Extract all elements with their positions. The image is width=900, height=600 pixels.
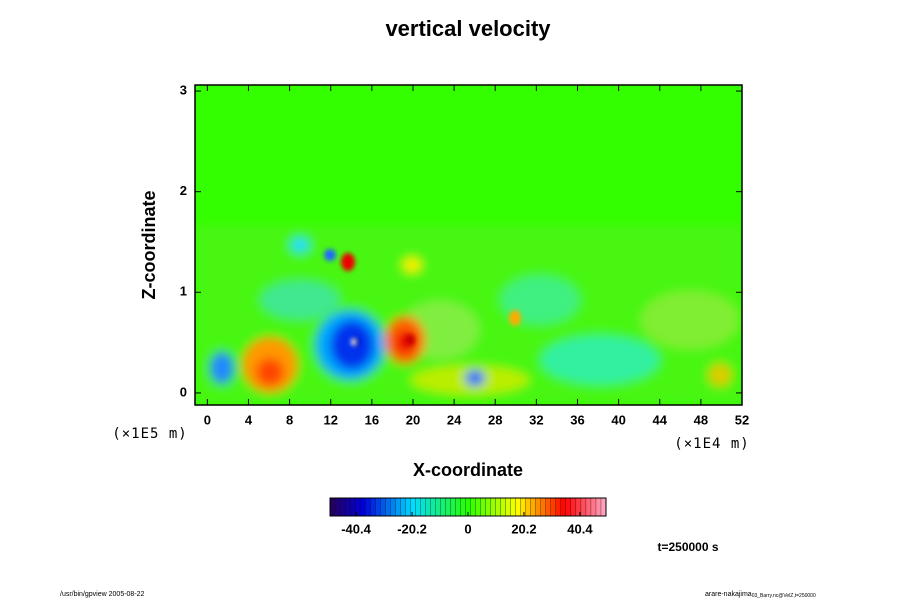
colorbar-band bbox=[364, 497, 371, 517]
colorbar-band bbox=[344, 497, 351, 517]
x-unit: (×1E4 m) bbox=[674, 436, 749, 452]
x-axis-label: X-coordinate bbox=[413, 460, 523, 480]
colorbar-band bbox=[565, 497, 572, 517]
colorbar-band bbox=[339, 497, 346, 517]
x-tick-label: 20 bbox=[406, 412, 420, 427]
colorbar-band bbox=[490, 497, 497, 517]
colorbar-band bbox=[550, 497, 557, 517]
colorbar-band bbox=[385, 497, 391, 517]
colorbar-band bbox=[425, 497, 431, 517]
x-tick-label: 24 bbox=[447, 412, 462, 427]
y-axis-label: Z-coordinate bbox=[139, 190, 159, 299]
colorbar-band bbox=[334, 497, 341, 517]
colorbar-band bbox=[590, 497, 597, 517]
colorbar-band bbox=[380, 497, 386, 517]
colorbar-tick-label: -40.4 bbox=[341, 521, 371, 536]
colorbar-band bbox=[415, 497, 421, 517]
colorbar-band bbox=[495, 497, 502, 517]
colorbar-band bbox=[515, 497, 522, 517]
colorbar-band bbox=[470, 497, 476, 517]
colorbar-band bbox=[545, 497, 552, 517]
x-tick-label: 0 bbox=[204, 412, 211, 427]
x-tick-label: 32 bbox=[529, 412, 543, 427]
colorbar-band bbox=[435, 497, 441, 517]
field bbox=[195, 85, 742, 405]
x-tick-label: 28 bbox=[488, 412, 502, 427]
colorbar-band bbox=[535, 497, 542, 517]
colorbar-band bbox=[520, 497, 527, 517]
colorbar-band bbox=[440, 497, 446, 517]
colorbar-band bbox=[525, 497, 532, 517]
y-tick-label: 2 bbox=[180, 183, 187, 198]
colorbar-band bbox=[430, 497, 436, 517]
colorbar-band bbox=[530, 497, 537, 517]
colorbar-band bbox=[390, 497, 396, 517]
plot-frame bbox=[194, 84, 743, 406]
colorbar-band bbox=[420, 497, 426, 517]
colorbar-band bbox=[445, 497, 451, 517]
y-tick-label: 1 bbox=[180, 284, 187, 299]
x-tick-label: 52 bbox=[735, 412, 749, 427]
colorbar-tick-label: 0 bbox=[464, 521, 471, 536]
x-tick-label: 36 bbox=[570, 412, 584, 427]
x-tick-label: 12 bbox=[323, 412, 337, 427]
colorbar-band bbox=[505, 497, 512, 517]
colorbar-band bbox=[395, 497, 401, 517]
colorbar-band bbox=[460, 497, 466, 517]
x-tick-label: 48 bbox=[694, 412, 708, 427]
colorbar-band bbox=[500, 497, 507, 517]
colorbar-band bbox=[580, 497, 587, 517]
colorbar-tick-label: -20.2 bbox=[397, 521, 427, 536]
colorbar-band bbox=[375, 497, 381, 517]
y-tick-label: 0 bbox=[180, 384, 187, 399]
x-tick-label: 44 bbox=[653, 412, 668, 427]
colorbar-band bbox=[369, 497, 376, 517]
colorbar-band bbox=[540, 497, 547, 517]
colorbar-band bbox=[349, 497, 356, 517]
x-tick-label: 8 bbox=[286, 412, 293, 427]
colorbar-band bbox=[510, 497, 517, 517]
colorbar-band bbox=[329, 497, 336, 517]
colorbar-tick-label: 40.4 bbox=[567, 521, 593, 536]
time-label: t=250000 s bbox=[657, 540, 718, 554]
x-tick-label: 4 bbox=[245, 412, 253, 427]
colorbar-band bbox=[475, 497, 481, 517]
colorbar-band bbox=[555, 497, 562, 517]
y-unit: (×1E5 m) bbox=[112, 426, 187, 442]
colorbar-band bbox=[585, 497, 592, 517]
colorbar-band bbox=[410, 497, 416, 517]
footer-right-main: arare-nakajima bbox=[705, 591, 752, 598]
colorbar-band bbox=[570, 497, 577, 517]
colorbar-band bbox=[560, 497, 567, 517]
footer-right-sub: 03_Barry.nc@VelZ,t=250000 bbox=[752, 593, 816, 599]
footer-right: arare-nakajima03_Barry.nc@VelZ,t=250000 bbox=[705, 591, 816, 599]
colorbar-band bbox=[595, 497, 602, 517]
colorbar-band bbox=[450, 497, 456, 517]
colorbar-band bbox=[480, 497, 487, 517]
chart-title: vertical velocity bbox=[385, 16, 551, 41]
x-tick-label: 40 bbox=[611, 412, 625, 427]
colorbar-band bbox=[455, 497, 461, 517]
colorbar-tick-label: 20.2 bbox=[511, 521, 536, 536]
colorbar-band bbox=[485, 497, 492, 517]
colorbar-band bbox=[405, 497, 411, 517]
y-tick-label: 3 bbox=[180, 82, 187, 97]
x-tick-label: 16 bbox=[365, 412, 379, 427]
colorbar-band bbox=[400, 497, 406, 517]
colorbar-band bbox=[359, 497, 366, 517]
footer-left: /usr/bin/gpview 2005-08-22 bbox=[60, 591, 145, 598]
